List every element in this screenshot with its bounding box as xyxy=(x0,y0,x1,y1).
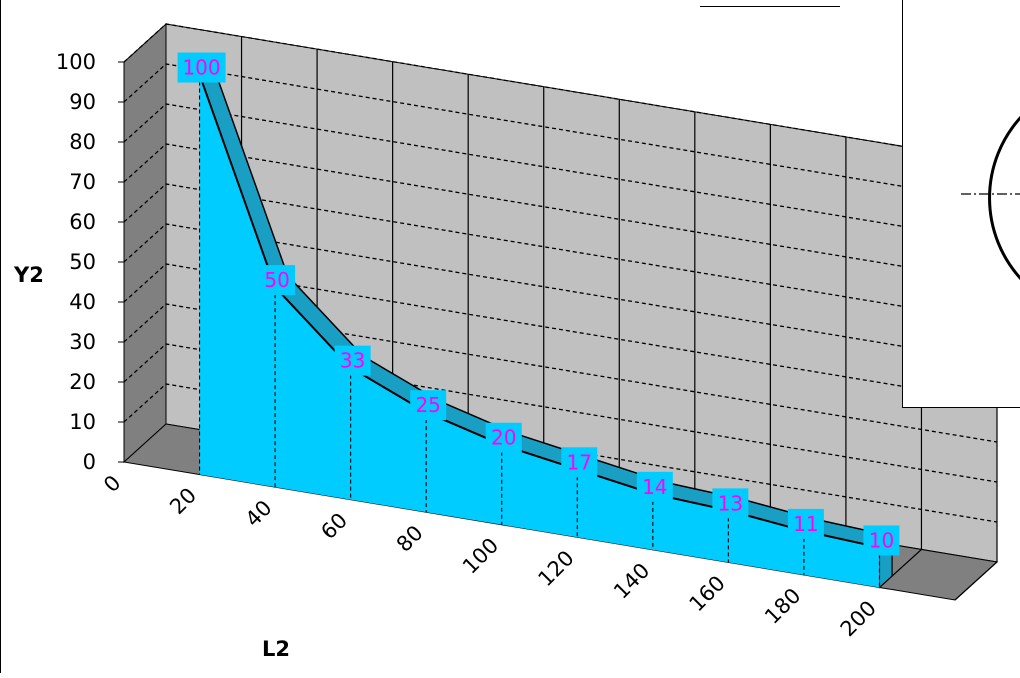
x-tick-label: 140 xyxy=(609,558,654,603)
gridline-h xyxy=(123,263,998,403)
gridline-h xyxy=(123,103,998,243)
x-tick-label: 100 xyxy=(458,533,503,578)
area-front-face xyxy=(199,74,880,588)
top-fragment xyxy=(700,0,840,7)
data-label-bg xyxy=(259,265,296,296)
data-label-bg xyxy=(334,345,371,376)
gridline-h xyxy=(123,223,998,363)
data-label-bg xyxy=(863,525,900,556)
y-tick-label: 10 xyxy=(69,410,96,434)
gridline-h xyxy=(123,343,998,483)
gridline-h xyxy=(123,303,998,443)
area-line xyxy=(198,74,880,549)
data-label-bg xyxy=(485,422,522,453)
x-tick-label: 20 xyxy=(165,483,201,519)
y-tick-label: 0 xyxy=(83,450,96,474)
y-tick-label: 20 xyxy=(69,370,96,394)
data-label-bg xyxy=(712,488,749,519)
y-tick-label: 100 xyxy=(56,50,96,74)
data-label-bg xyxy=(410,390,447,421)
data-label-bg xyxy=(177,52,226,83)
x-tick-label: 160 xyxy=(685,571,730,616)
data-label-bg xyxy=(561,447,598,478)
y-axis-title: Y2 xyxy=(13,263,44,287)
gridline-h xyxy=(123,143,998,283)
gridline-h xyxy=(123,183,998,323)
x-tick-label: 120 xyxy=(533,546,578,591)
y-tick-label: 40 xyxy=(69,290,96,314)
data-label: 25 xyxy=(415,393,440,417)
data-label: 17 xyxy=(567,450,592,474)
gridline-h xyxy=(123,383,998,523)
y-tick-label: 80 xyxy=(69,130,96,154)
data-label: 33 xyxy=(340,349,365,373)
y-tick-label: 50 xyxy=(69,250,96,274)
data-label: 100 xyxy=(182,56,220,80)
data-label: 14 xyxy=(642,475,667,499)
x-tick-label: 40 xyxy=(241,496,277,532)
y-tick-label: 90 xyxy=(69,90,96,114)
y-tick-label: 60 xyxy=(69,210,96,234)
inset-panel xyxy=(902,0,1020,408)
data-label: 11 xyxy=(793,512,818,536)
x-axis-title: L2 xyxy=(262,637,290,661)
circle-arc xyxy=(988,115,1020,281)
y-tick-label: 30 xyxy=(69,330,96,354)
x-tick-label: 80 xyxy=(392,521,428,557)
x-tick-label: 180 xyxy=(760,583,805,628)
x-tick-label: 0 xyxy=(99,471,125,497)
gridline-h xyxy=(123,63,998,203)
data-label-bg xyxy=(787,508,824,539)
data-label: 10 xyxy=(869,528,894,552)
data-label-bg xyxy=(636,471,673,502)
data-label: 20 xyxy=(491,426,516,450)
data-label: 50 xyxy=(264,268,289,292)
x-tick-label: 200 xyxy=(836,596,881,641)
data-label: 13 xyxy=(718,491,743,515)
y-tick-label: 70 xyxy=(69,170,96,194)
frame-left-edge xyxy=(0,0,1,673)
inset-drawing xyxy=(961,115,1020,281)
gridline-h xyxy=(123,23,998,163)
x-tick-label: 60 xyxy=(316,508,352,544)
